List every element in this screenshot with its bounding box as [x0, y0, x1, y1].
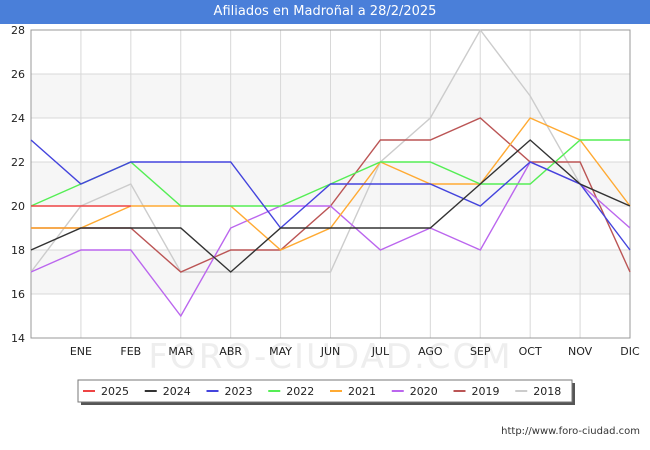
series-line-2023 — [30, 139, 631, 251]
x-tick-label: MAY — [269, 345, 292, 358]
y-tick-label: 16 — [11, 288, 25, 301]
x-tick-label: DIC — [620, 345, 640, 358]
y-tick-label: 26 — [11, 68, 25, 81]
x-tick-label: MAR — [168, 345, 193, 358]
y-tick-label: 18 — [11, 244, 25, 257]
chart-title: Afiliados en Madroñal a 28/2/2025 — [0, 0, 650, 24]
plot-border — [30, 29, 631, 339]
legend-label-2020: 2020 — [410, 385, 438, 398]
legend-label-2024: 2024 — [163, 385, 191, 398]
series-line-2018 — [30, 28, 631, 273]
y-tick-label: 20 — [11, 200, 25, 213]
y-tick-label: 14 — [11, 332, 25, 345]
x-tick-label: OCT — [519, 345, 542, 358]
series-line-2024 — [30, 139, 631, 273]
legend-label-2022: 2022 — [286, 385, 314, 398]
x-tick-label: AGO — [418, 345, 443, 358]
y-tick-label: 24 — [11, 112, 25, 125]
watermark-text: FORO-CIUDAD.COM — [148, 337, 512, 377]
legend-label-2025: 2025 — [101, 385, 129, 398]
x-tick-label: SEP — [470, 345, 491, 358]
x-tick-label: JUN — [320, 345, 341, 358]
y-tick-label: 22 — [11, 156, 25, 169]
x-tick-label: ENE — [70, 345, 92, 358]
source-link[interactable]: http://www.foro-ciudad.com — [501, 426, 640, 437]
x-tick-label: JUL — [371, 345, 390, 358]
legend-label-2019: 2019 — [472, 385, 500, 398]
legend-box — [77, 379, 573, 403]
legend-label-2018: 2018 — [533, 385, 561, 398]
x-tick-label: FEB — [120, 345, 141, 358]
x-tick-label: ABR — [219, 345, 242, 358]
y-tick-label: 28 — [11, 24, 25, 37]
x-tick-label: NOV — [568, 345, 593, 358]
legend-label-2021: 2021 — [348, 385, 376, 398]
legend-label-2023: 2023 — [225, 385, 253, 398]
